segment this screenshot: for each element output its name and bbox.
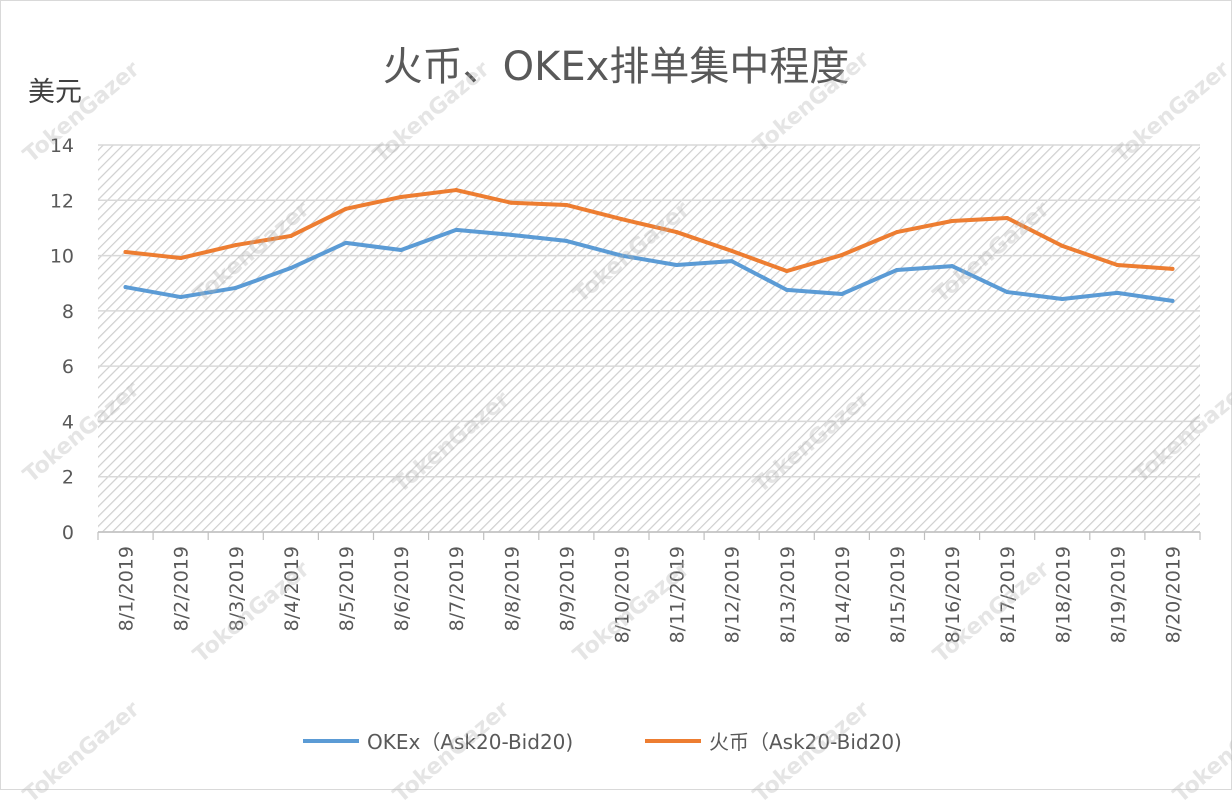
series-line-okex bbox=[123, 227, 1175, 303]
legend-item-huobi: 火币（Ask20-Bid20) bbox=[645, 726, 902, 755]
data-point bbox=[123, 285, 128, 290]
data-point bbox=[178, 295, 183, 300]
data-point bbox=[1115, 290, 1120, 295]
data-point bbox=[950, 219, 955, 224]
data-point bbox=[619, 253, 624, 258]
data-point bbox=[1060, 243, 1065, 248]
y-tick-label: 2 bbox=[62, 467, 74, 489]
x-tick-label: 8/15/2019 bbox=[887, 546, 909, 643]
x-tick-label: 8/17/2019 bbox=[997, 546, 1019, 643]
data-point bbox=[1170, 298, 1175, 303]
data-point bbox=[564, 202, 569, 207]
chart-canvas: 0 2 4 6 8 10 12 14 8/1/2019 8/2/2019 8/3/2019 8/4/2… bbox=[50, 135, 1201, 643]
x-tick-label: 8/14/2019 bbox=[832, 546, 854, 643]
data-point bbox=[839, 291, 844, 296]
y-tick-label: 12 bbox=[50, 190, 74, 212]
data-point bbox=[729, 248, 734, 253]
data-point bbox=[1060, 296, 1065, 301]
data-point bbox=[1115, 262, 1120, 267]
data-point bbox=[509, 200, 514, 205]
data-point bbox=[399, 194, 404, 199]
data-point bbox=[399, 248, 404, 253]
legend-label-okex: OKEx（Ask20-Bid20) bbox=[367, 730, 574, 754]
x-tick-label: 8/6/2019 bbox=[391, 546, 413, 631]
x-tick-label: 8/19/2019 bbox=[1107, 546, 1129, 643]
x-tick-label: 8/8/2019 bbox=[501, 546, 523, 631]
x-tick-label: 8/18/2019 bbox=[1052, 546, 1074, 643]
legend-item-okex: OKEx（Ask20-Bid20) bbox=[303, 726, 573, 755]
x-tick-label: 8/9/2019 bbox=[556, 546, 578, 631]
x-tick-label: 8/7/2019 bbox=[446, 546, 468, 631]
x-tick-label: 8/3/2019 bbox=[226, 546, 248, 631]
x-tick-label: 8/4/2019 bbox=[281, 546, 303, 631]
y-tick-label: 0 bbox=[62, 522, 74, 544]
series-line-huobi bbox=[123, 188, 1175, 274]
legend-swatch-okex bbox=[303, 738, 359, 743]
data-point bbox=[784, 287, 789, 292]
y-tick-label: 14 bbox=[50, 135, 74, 157]
data-point bbox=[729, 259, 734, 264]
data-point bbox=[894, 267, 899, 272]
x-tick-label: 8/1/2019 bbox=[116, 546, 138, 631]
data-point bbox=[454, 188, 459, 193]
data-point bbox=[619, 217, 624, 222]
data-point bbox=[288, 266, 293, 271]
x-tick-label: 8/13/2019 bbox=[777, 546, 799, 643]
x-tick-label: 8/11/2019 bbox=[667, 546, 689, 643]
chart-title: 火币、OKEx排单集中程度 bbox=[382, 44, 850, 90]
x-tick-label: 8/12/2019 bbox=[722, 546, 744, 643]
data-point bbox=[674, 230, 679, 235]
data-point bbox=[564, 238, 569, 243]
data-point bbox=[674, 262, 679, 267]
data-point bbox=[454, 227, 459, 232]
y-tick-label: 4 bbox=[62, 411, 74, 433]
data-point bbox=[509, 232, 514, 237]
data-point bbox=[343, 240, 348, 245]
x-tick-label: 8/10/2019 bbox=[611, 546, 633, 643]
x-tick-label: 8/2/2019 bbox=[171, 546, 193, 631]
data-point bbox=[233, 285, 238, 290]
data-point bbox=[233, 243, 238, 248]
data-point bbox=[784, 269, 789, 274]
data-point bbox=[839, 253, 844, 258]
y-tick-label: 8 bbox=[62, 301, 74, 323]
x-tick-label: 8/20/2019 bbox=[1162, 546, 1184, 643]
plot-area bbox=[98, 145, 1200, 532]
y-tick-label: 6 bbox=[62, 356, 74, 378]
legend-swatch-huobi bbox=[645, 738, 701, 743]
data-point bbox=[123, 249, 128, 254]
data-point bbox=[288, 233, 293, 238]
y-tick-label: 10 bbox=[50, 246, 74, 268]
data-point bbox=[950, 264, 955, 269]
legend-label-huobi: 火币（Ask20-Bid20) bbox=[709, 730, 902, 754]
data-point bbox=[1005, 290, 1010, 295]
data-point bbox=[1170, 266, 1175, 271]
data-point bbox=[1005, 215, 1010, 220]
data-point bbox=[178, 256, 183, 261]
x-tick-label: 8/5/2019 bbox=[336, 546, 358, 631]
y-axis-unit-label: 美元 bbox=[28, 77, 82, 108]
data-point bbox=[343, 206, 348, 211]
x-tick-label: 8/16/2019 bbox=[942, 546, 964, 643]
data-point bbox=[894, 230, 899, 235]
